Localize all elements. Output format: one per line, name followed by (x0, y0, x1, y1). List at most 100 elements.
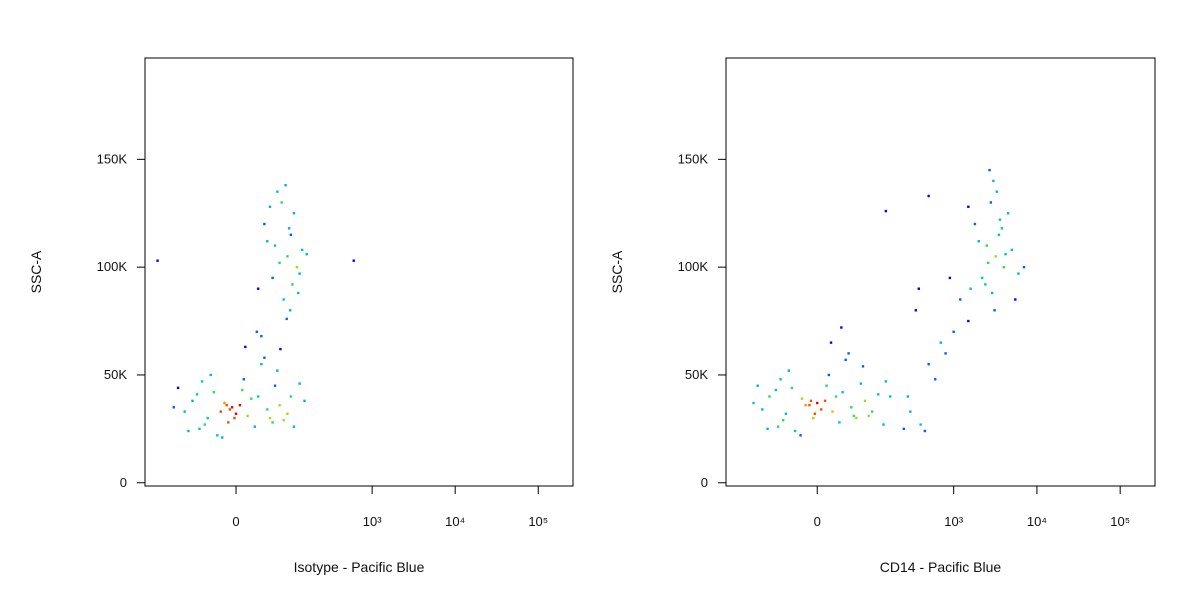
data-point (276, 190, 279, 193)
data-point (799, 434, 802, 437)
data-point (867, 414, 870, 418)
x-axis-label: CD14 - Pacific Blue (880, 559, 1002, 575)
data-point (282, 298, 285, 301)
data-point (790, 386, 794, 390)
data-point (834, 395, 838, 398)
data-point (909, 410, 912, 413)
data-point (927, 194, 930, 198)
data-point (284, 184, 287, 187)
data-point (276, 369, 279, 372)
plot: 0 50K 100K 150K 0 10³ 10⁴ 10⁵ CD14 - Pacific Blu… (609, 57, 1156, 575)
data-point (752, 401, 755, 405)
data-point (779, 378, 782, 381)
data-point (906, 395, 910, 398)
data-point (877, 393, 880, 396)
data-point (279, 347, 282, 351)
data-point (861, 365, 865, 368)
data-point (1022, 265, 1026, 269)
data-point (256, 287, 260, 290)
data-point (923, 429, 927, 433)
data-point (352, 259, 355, 262)
data-point (850, 406, 853, 409)
data-point (973, 222, 977, 226)
data-point (206, 416, 209, 420)
data-point (271, 276, 274, 280)
data-point (939, 341, 942, 344)
data-point (295, 265, 299, 269)
y-tick-label: 0 (701, 475, 708, 490)
data-point (989, 201, 993, 204)
data-point (298, 272, 301, 275)
data-point (812, 416, 815, 420)
data-point (882, 423, 885, 426)
data-point (285, 317, 288, 321)
data-point (829, 341, 833, 344)
data-point (268, 416, 272, 420)
data-point (984, 283, 987, 286)
data-point (995, 190, 999, 193)
data-point (855, 416, 858, 420)
x-tick-label: 0 (814, 514, 821, 529)
data-point (271, 421, 274, 424)
data-point (838, 421, 841, 424)
data-point (268, 205, 272, 208)
data-point (233, 416, 236, 420)
data-point (844, 358, 847, 362)
data-point (203, 423, 206, 426)
data-point (967, 319, 970, 323)
data-point (305, 253, 308, 256)
data-point (870, 410, 874, 413)
data-point (863, 399, 867, 403)
y-tick-label: 100K (97, 259, 128, 274)
data-point (889, 395, 892, 398)
y-tick-label: 150K (678, 151, 709, 166)
data-point (278, 403, 281, 407)
data-point (816, 401, 819, 405)
data-point (176, 386, 180, 390)
data-point (228, 408, 231, 411)
data-point (804, 403, 807, 407)
data-point (884, 380, 888, 383)
data-point (813, 412, 817, 415)
data-point (919, 423, 922, 426)
data-point (292, 425, 296, 428)
data-point (959, 298, 962, 301)
data-point (246, 414, 249, 418)
x-tick-label: 10⁵ (528, 514, 548, 529)
y-axis-label: SSC-A (28, 250, 44, 293)
data-point (242, 378, 246, 381)
data-point (969, 287, 972, 290)
data-point (980, 276, 984, 280)
data-point (209, 373, 212, 377)
x-tick-label: 10³ (363, 514, 382, 529)
data-point (297, 291, 300, 295)
data-point (238, 403, 242, 407)
x-tick-label: 10³ (944, 514, 963, 529)
data-point (776, 425, 780, 428)
data-point (952, 330, 955, 334)
data-point (761, 408, 764, 411)
data-point (774, 388, 778, 392)
data-point (300, 248, 304, 252)
data-point (884, 209, 888, 213)
x-tick-label: 10⁴ (1027, 514, 1047, 529)
y-axis-label: SSC-A (609, 250, 625, 293)
data-point (244, 345, 247, 349)
data-point (230, 406, 234, 409)
data-point (800, 397, 804, 400)
data-point (993, 309, 996, 312)
data-point (250, 397, 253, 400)
data-point (998, 218, 1002, 221)
data-point (292, 212, 296, 215)
data-point (766, 427, 769, 431)
data-point (1002, 265, 1005, 269)
data-point (282, 419, 285, 422)
data-point (266, 408, 269, 411)
data-point (823, 399, 827, 403)
data-point (198, 427, 201, 431)
x-tick-label: 0 (232, 514, 239, 529)
y-tick-label: 50K (685, 367, 708, 382)
y-tick-label: 50K (104, 367, 127, 382)
data-point (1000, 227, 1004, 230)
data-point (809, 399, 813, 403)
